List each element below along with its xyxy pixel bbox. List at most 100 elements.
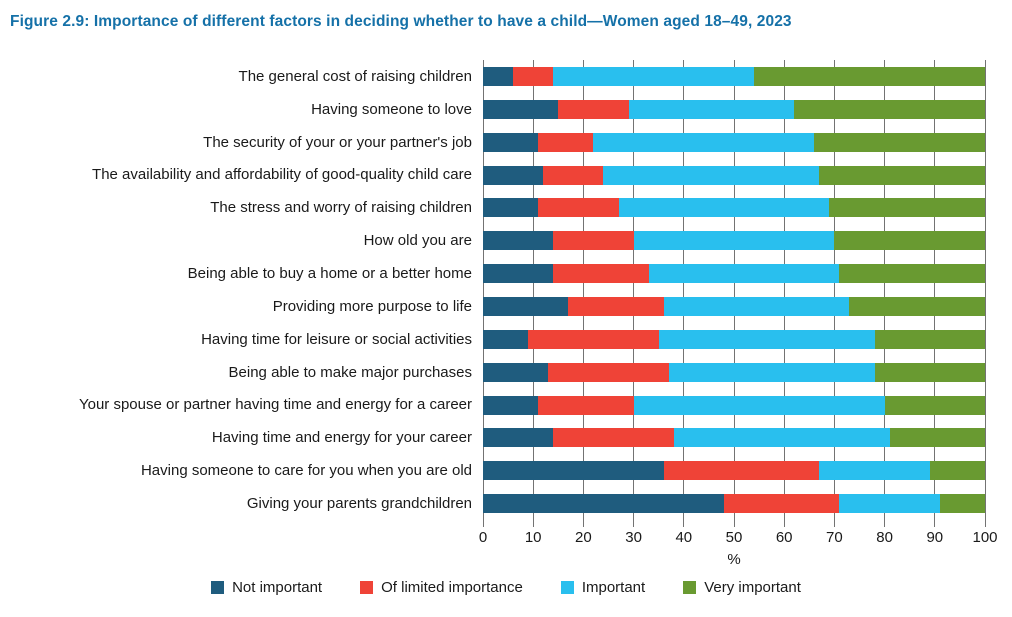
category-labels: The general cost of raising children Havi…: [0, 60, 478, 520]
bar-segment-of-limited-importance: [513, 66, 554, 86]
bar-row: [483, 99, 985, 119]
category-label: Giving your parents grandchildren: [246, 495, 472, 513]
bar-segment-very-important: [814, 132, 985, 152]
bar-row: [483, 231, 985, 251]
bar-row: [483, 329, 985, 349]
tick-label-30: 30: [625, 529, 642, 546]
category-label: Being able to make major purchases: [228, 363, 472, 381]
tick-label-0: 0: [478, 529, 488, 546]
tick-label-90: 90: [926, 529, 944, 546]
bar-segment-not-important: [483, 132, 539, 152]
bar-segment-not-important: [483, 165, 544, 185]
bar-segment-of-limited-importance: [553, 428, 674, 448]
bar-segment-not-important: [483, 428, 554, 448]
bar-segment-important: [648, 264, 840, 284]
bar-segment-important: [593, 132, 815, 152]
tick-label-40: 40: [675, 529, 693, 546]
tick-label-70: 70: [826, 529, 843, 546]
bar-row: [483, 165, 985, 185]
gridline-80: [884, 60, 886, 527]
legend-swatch-of-limited-importance: [360, 581, 374, 594]
category-label: The stress and worry of raising children: [210, 199, 472, 217]
bar-segment-very-important: [929, 461, 985, 481]
bar-segment-very-important: [834, 231, 985, 251]
category-label: Having time for leisure or social activi…: [201, 330, 472, 348]
bar-segment-very-important: [819, 165, 985, 185]
bar-segment-of-limited-importance: [558, 99, 629, 119]
bar-segment-of-limited-importance: [538, 198, 619, 218]
tick-label-80: 80: [876, 529, 893, 546]
legend-label: Not important: [232, 579, 323, 596]
bar-row: [483, 428, 985, 448]
legend-swatch-not-important: [211, 581, 225, 594]
category-label: Having someone to care for you when you …: [140, 462, 472, 480]
bar-segment-very-important: [839, 264, 985, 284]
legend-swatch-very-important: [683, 581, 697, 594]
bar-segment-very-important: [874, 362, 985, 382]
bar-segment-not-important: [483, 198, 539, 218]
bar-segment-not-important: [483, 231, 554, 251]
bar-segment-important: [658, 329, 875, 349]
gridline-90: [934, 60, 936, 527]
bar-segment-not-important: [483, 66, 514, 86]
bar-segment-of-limited-importance: [528, 329, 659, 349]
gridline-10: [532, 60, 534, 527]
legend-item-not-important: Not important: [211, 579, 322, 596]
legend-item-of-limited-importance: Of limited importance: [360, 579, 523, 596]
bar-segment-important: [668, 362, 875, 382]
x-axis-label: %: [727, 551, 741, 568]
bar-segment-not-important: [483, 99, 559, 119]
figure-title: Figure 2.9: Importance of different fact…: [10, 13, 792, 30]
gridline-50: [733, 60, 735, 527]
legend-swatch-important: [560, 581, 574, 594]
category-label: The general cost of raising children: [238, 67, 472, 85]
bar-segment-not-important: [483, 494, 724, 514]
bar-segment-not-important: [483, 461, 664, 481]
legend-item-important: Important: [560, 579, 645, 596]
bar-segment-important: [673, 428, 890, 448]
legend-item-very-important: Very important: [683, 579, 801, 596]
legend: Not important Of limited importance Import…: [0, 579, 1012, 596]
bar-segment-important: [628, 99, 795, 119]
bar-segment-not-important: [483, 395, 539, 415]
tick-label-50: 50: [725, 529, 743, 546]
bar-segment-very-important: [884, 395, 985, 415]
bar-segment-important: [603, 165, 820, 185]
bar-segment-of-limited-importance: [553, 264, 649, 284]
category-label: How old you are: [363, 232, 472, 250]
bar-row: [483, 362, 985, 382]
bar-row: [483, 264, 985, 284]
bar-row: [483, 395, 985, 415]
bar-segment-of-limited-importance: [568, 296, 664, 316]
category-label: The security of your or your partner's j…: [203, 133, 472, 151]
category-label: Having time and energy for your career: [211, 429, 472, 447]
bar-segment-of-limited-importance: [553, 231, 634, 251]
bar-segment-important: [839, 494, 940, 514]
category-label: Having someone to love: [311, 100, 472, 118]
bar-segment-of-limited-importance: [663, 461, 820, 481]
bar-segment-of-limited-importance: [538, 132, 594, 152]
bar-segment-very-important: [874, 329, 985, 349]
bar-segment-important: [633, 395, 885, 415]
bar-segment-important: [553, 66, 755, 86]
bar-row: [483, 132, 985, 152]
tick-label-20: 20: [575, 529, 592, 546]
gridline-60: [783, 60, 785, 527]
bar-segment-not-important: [483, 362, 549, 382]
plot-area: [482, 60, 986, 527]
gridline-30: [633, 60, 635, 527]
gridline-100: [984, 60, 986, 527]
bar-segment-of-limited-importance: [548, 362, 669, 382]
bar-row: [483, 66, 985, 86]
bar-segment-not-important: [483, 264, 554, 284]
bar-segment-very-important: [794, 99, 985, 119]
bar-segment-very-important: [889, 428, 985, 448]
bar-row: [483, 296, 985, 316]
bar-segment-of-limited-importance: [538, 395, 634, 415]
tick-label-100: 100: [972, 529, 998, 546]
bar-segment-important: [618, 198, 830, 218]
bar-segment-very-important: [829, 198, 985, 218]
gridline-20: [582, 60, 584, 527]
x-axis-ticks: 0 10 20 30 40 50 60 70 80 90 100: [479, 529, 998, 547]
gridline-0: [482, 60, 484, 527]
